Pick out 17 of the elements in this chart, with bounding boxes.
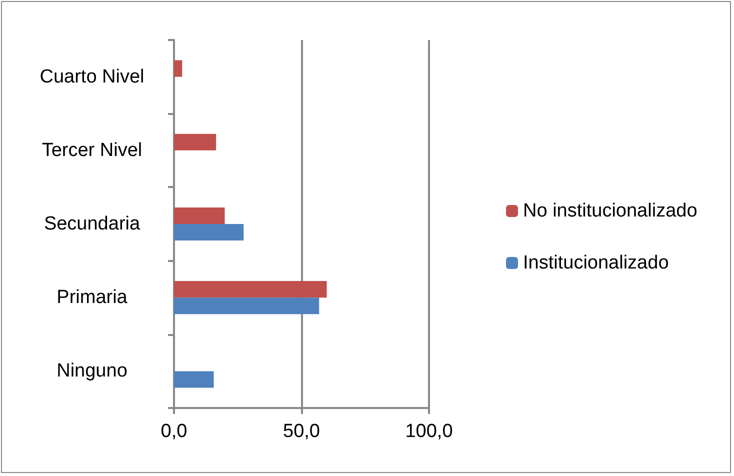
bar	[174, 281, 327, 298]
bar	[174, 60, 182, 77]
x-tick-label: 50,0	[283, 421, 320, 442]
legend-label: Institucionalizado	[523, 252, 669, 274]
bar	[174, 224, 244, 241]
bar	[174, 298, 320, 314]
y-tick-label: Tercer Nivel	[42, 140, 142, 161]
bar	[174, 207, 225, 224]
y-tick-label: Cuarto Nivel	[40, 66, 144, 88]
y-tick-label: Primaria	[56, 287, 128, 308]
bar	[174, 371, 214, 388]
legend-label: No institucionalizado	[523, 200, 698, 222]
bar	[174, 134, 216, 150]
x-tick-label: 0,0	[160, 421, 188, 442]
x-tick-label: 100,0	[405, 421, 453, 442]
y-tick-label: Secundaria	[44, 214, 140, 234]
y-tick-label: Ninguno	[56, 360, 128, 382]
